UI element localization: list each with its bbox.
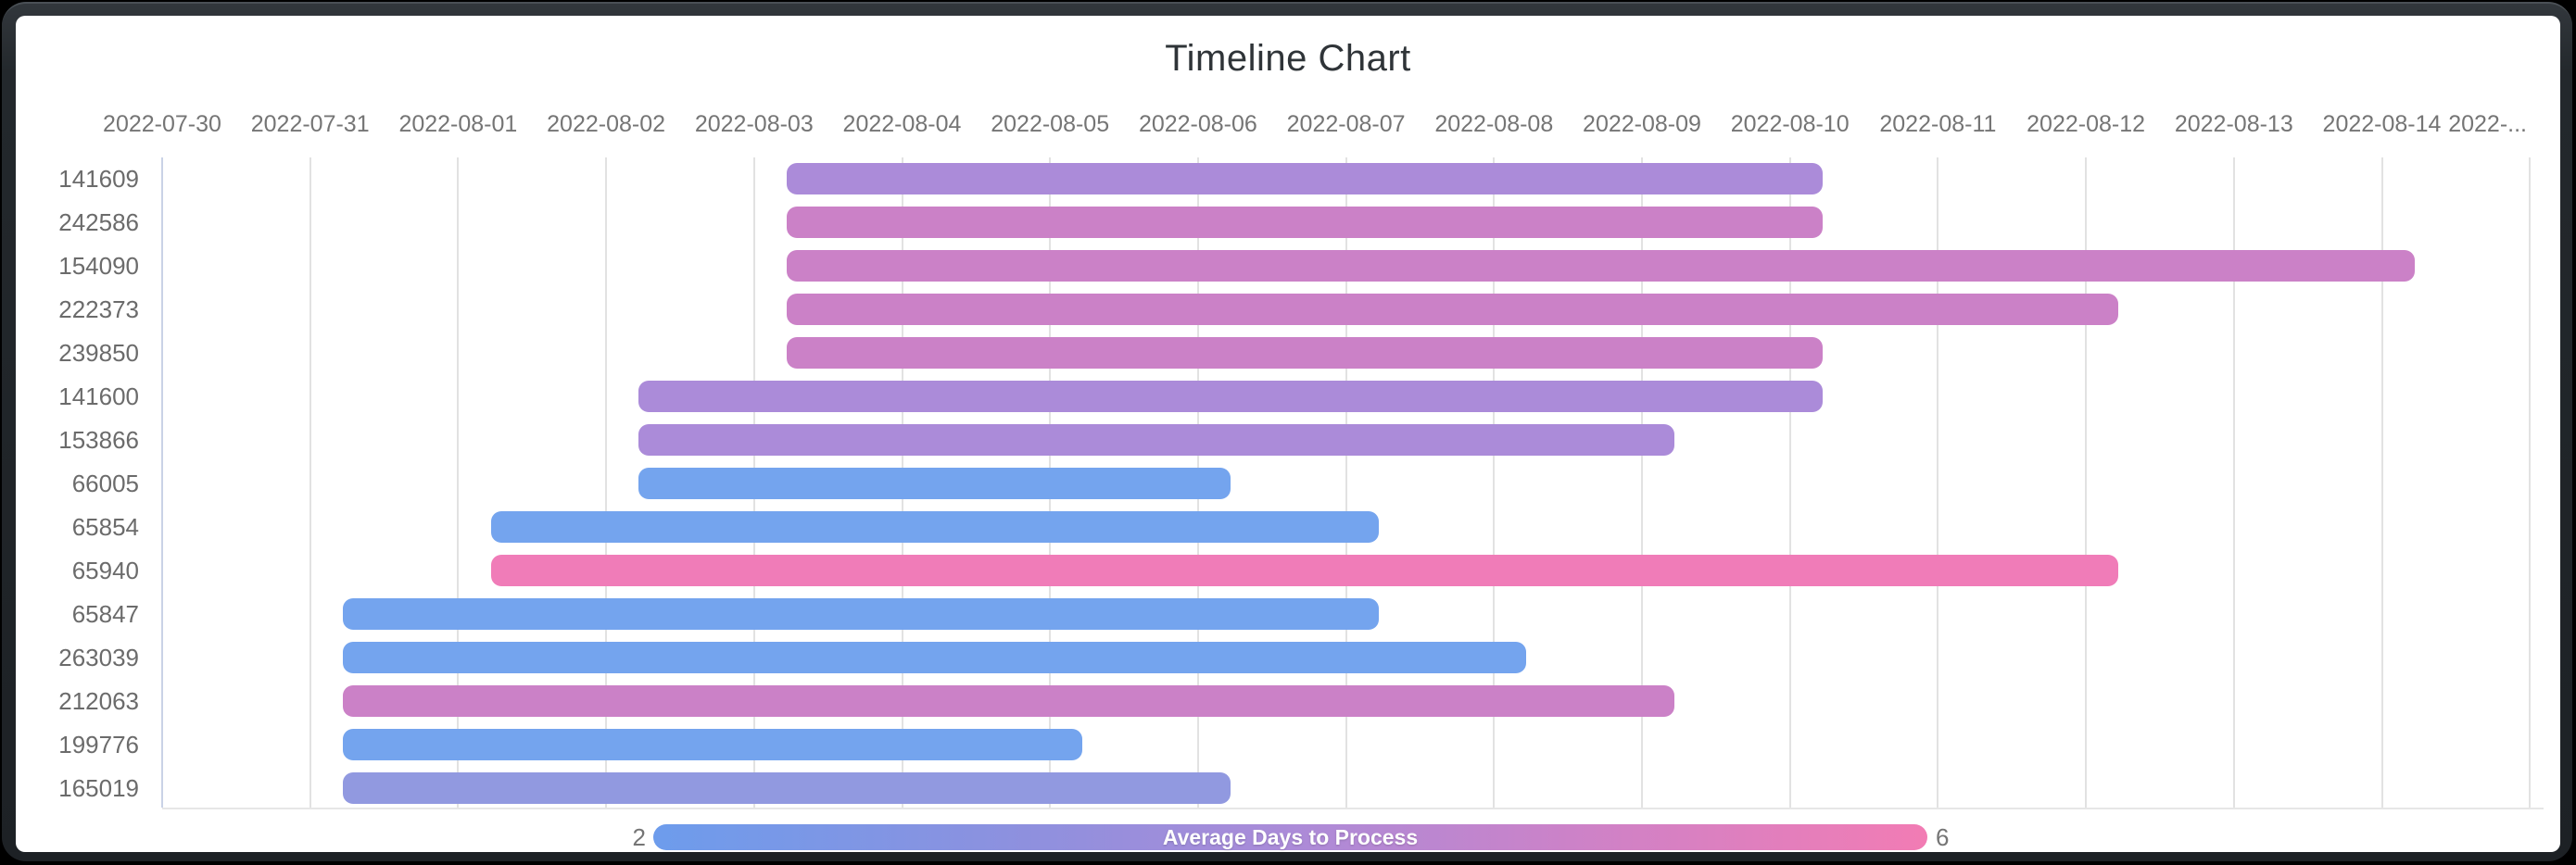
- row-label: 263039: [58, 644, 139, 671]
- row-label: 153866: [58, 426, 139, 454]
- row-label: 165019: [58, 774, 139, 802]
- row-label: 65940: [71, 557, 139, 584]
- row-label: 65847: [71, 600, 139, 628]
- gridline: [1788, 157, 1791, 808]
- row-label: 141609: [58, 165, 139, 193]
- x-axis-tick-label: 2022-08-07: [1286, 111, 1406, 137]
- timeline-bar[interactable]: [342, 642, 1527, 673]
- row-label: 66005: [71, 470, 139, 497]
- x-axis-tick-label: 2022-08-12: [2027, 111, 2146, 137]
- row-label: 65854: [71, 513, 139, 541]
- gridline: [1937, 157, 1939, 808]
- x-axis-tick-label: 2022-08-11: [1879, 111, 1997, 137]
- plot-baseline: [162, 808, 2544, 809]
- x-axis-tick-label: 2022-08-14: [2322, 111, 2442, 137]
- row-label: 199776: [58, 731, 139, 758]
- row-label: 141600: [58, 382, 139, 410]
- row-label: 222373: [58, 295, 139, 323]
- timeline-bar[interactable]: [786, 163, 1823, 194]
- x-axis-tick-label: 2022-08-01: [398, 111, 518, 137]
- x-axis-tick-label: 2022-08-13: [2174, 111, 2293, 137]
- legend-title: Average Days to Process: [1162, 824, 1419, 849]
- gridline: [161, 157, 163, 808]
- timeline-bar[interactable]: [342, 729, 1083, 760]
- gridline: [2380, 157, 2383, 808]
- timeline-bar[interactable]: [638, 424, 1675, 456]
- legend-max-value: 6: [1936, 823, 1950, 851]
- timeline-bar[interactable]: [786, 337, 1823, 369]
- timeline-chart-card: Timeline Chart 2022-07-30 2022-07-31 2022-…: [16, 16, 2560, 852]
- gridline: [2232, 157, 2235, 808]
- row-label: 212063: [58, 687, 139, 715]
- row-label: 242586: [58, 208, 139, 236]
- gridline: [2529, 157, 2532, 808]
- timeline-bar[interactable]: [786, 250, 2415, 282]
- x-axis-tick-label: 2022-08-04: [842, 111, 962, 137]
- x-axis-tick-label: 2022-07-30: [103, 111, 221, 137]
- gridline: [2085, 157, 2088, 808]
- timeline-bar[interactable]: [490, 555, 2119, 586]
- timeline-bar[interactable]: [342, 772, 1231, 804]
- x-axis-tick-label: 2022-08-08: [1434, 111, 1554, 137]
- gridline: [457, 157, 460, 808]
- gridline: [309, 157, 311, 808]
- chart-title: Timeline Chart: [1165, 38, 1411, 79]
- x-axis-tick-label: 2022-08-05: [991, 111, 1110, 137]
- color-legend: 2 Average Days to Process 6: [16, 16, 2560, 852]
- gridline: [1345, 157, 1347, 808]
- timeline-bar[interactable]: [638, 468, 1231, 499]
- timeline-bar[interactable]: [342, 598, 1379, 630]
- x-axis-tick-label: 2022-...: [2448, 111, 2527, 137]
- gridline: [1493, 157, 1496, 808]
- x-axis-tick-label: 2022-08-09: [1583, 111, 1701, 137]
- legend-gradient-bar[interactable]: Average Days to Process: [653, 824, 1927, 850]
- x-axis-tick-label: 2022-08-10: [1730, 111, 1850, 137]
- row-label: 239850: [58, 339, 139, 367]
- timeline-bar[interactable]: [638, 381, 1823, 412]
- timeline-bar[interactable]: [490, 511, 1379, 543]
- x-axis-tick-label: 2022-08-02: [547, 111, 666, 137]
- gridline: [1641, 157, 1643, 808]
- gridline: [605, 157, 608, 808]
- row-label: 154090: [58, 252, 139, 280]
- timeline-bar[interactable]: [786, 207, 1823, 238]
- x-axis-tick-label: 2022-07-31: [250, 111, 370, 137]
- timeline-bar[interactable]: [786, 294, 2119, 325]
- timeline-bar[interactable]: [342, 685, 1675, 717]
- legend-min-value: 2: [632, 823, 646, 851]
- x-axis-tick-label: 2022-08-03: [694, 111, 814, 137]
- x-axis-tick-label: 2022-08-06: [1138, 111, 1257, 137]
